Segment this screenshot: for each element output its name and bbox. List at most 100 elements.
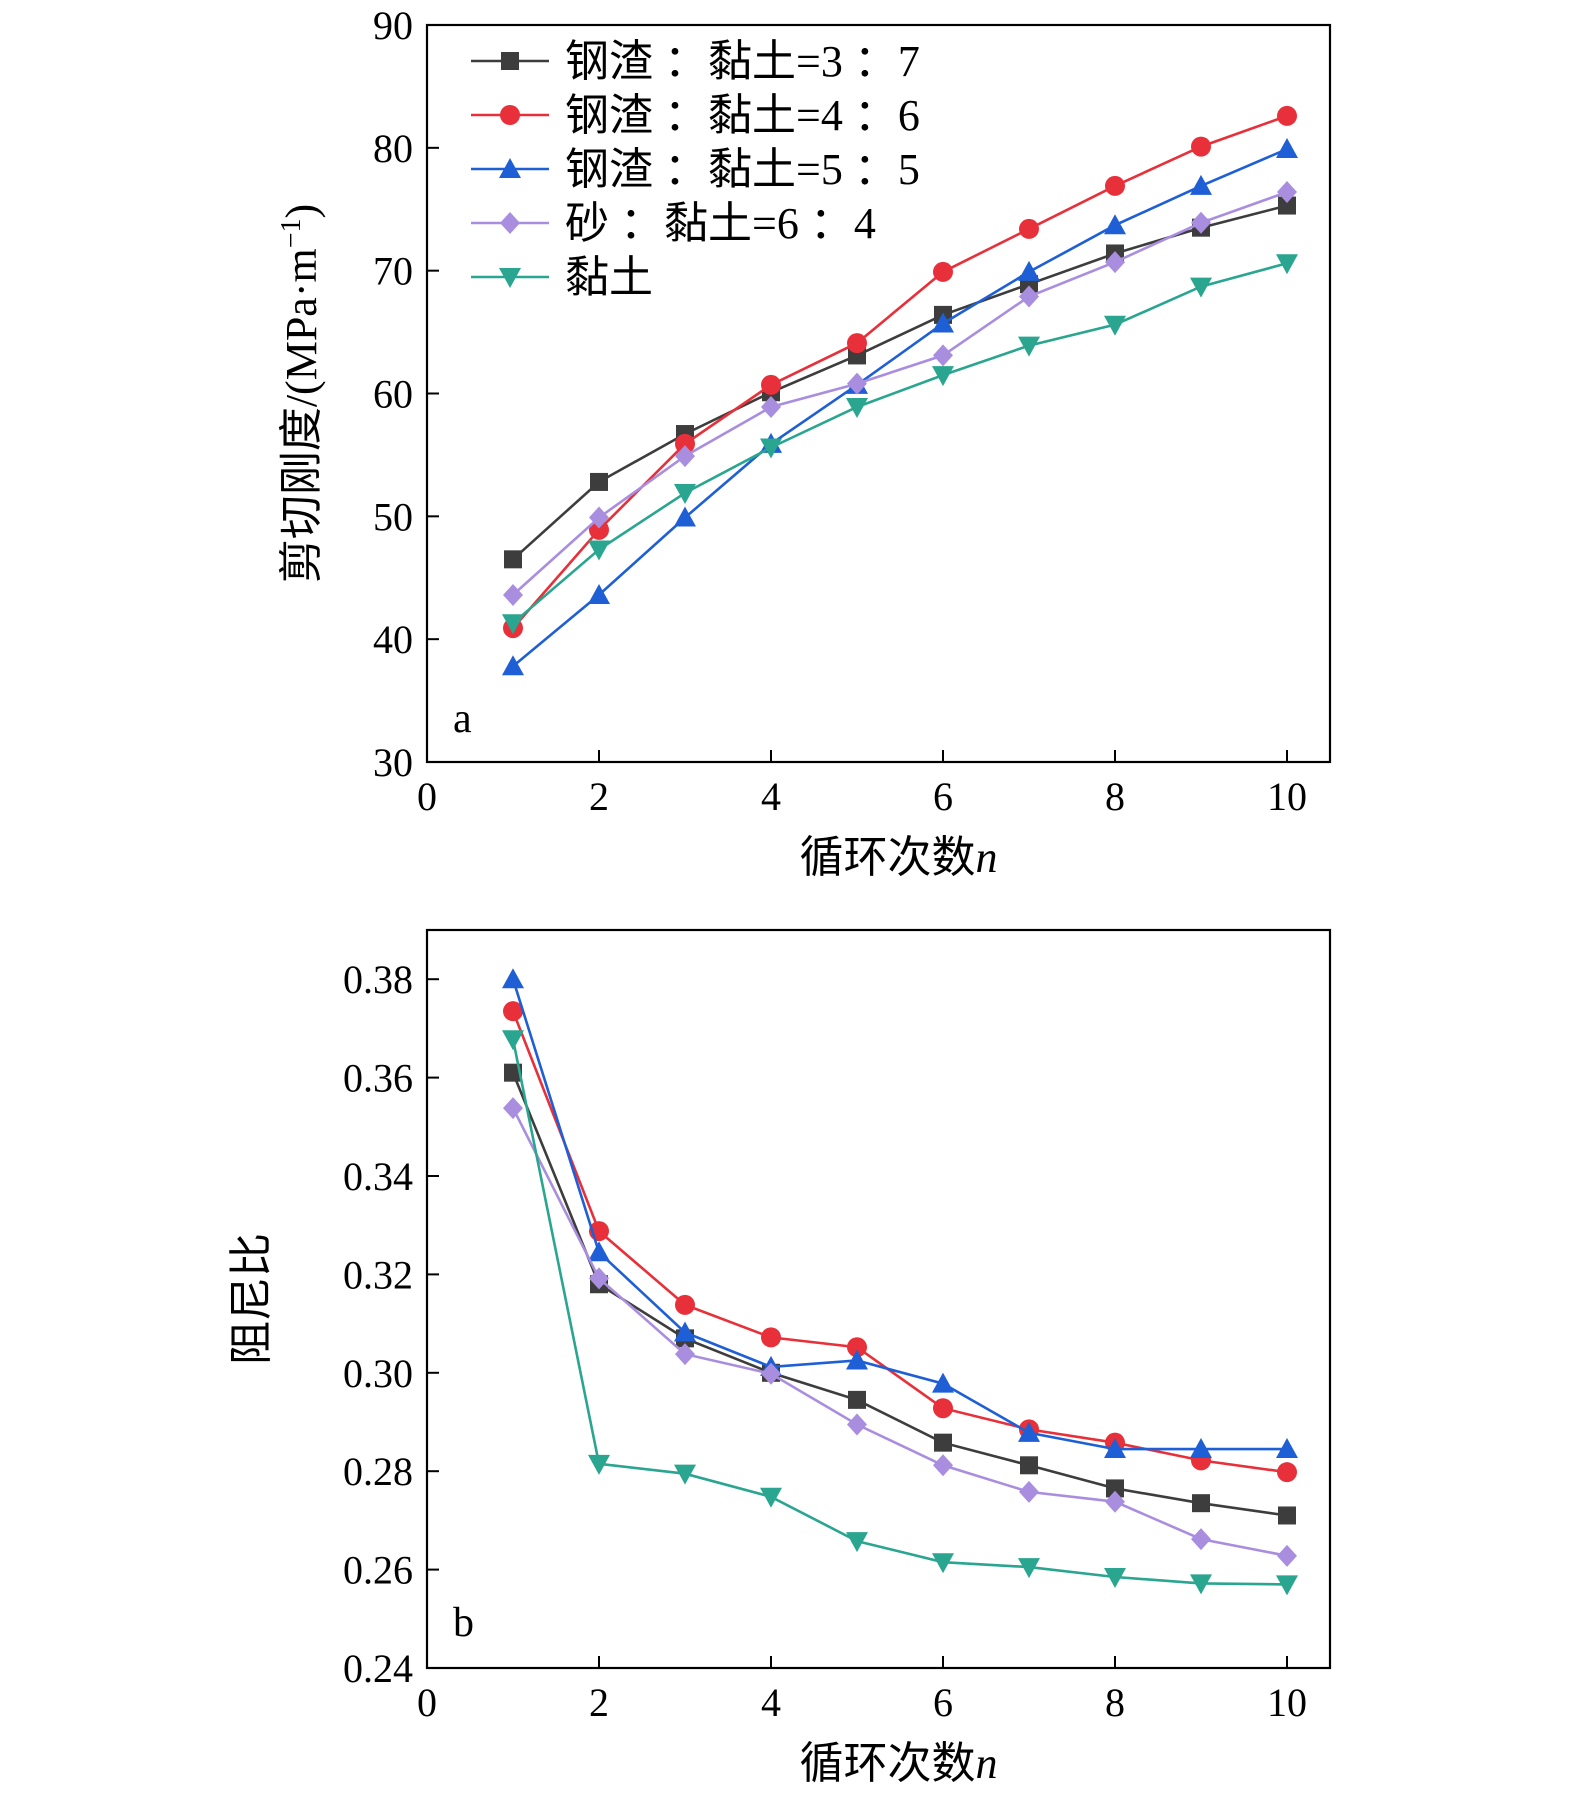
series-3-line (511, 978, 1287, 1451)
series-5-point (1018, 1558, 1040, 1579)
series-4-point (1277, 181, 1297, 204)
x-tick-label: 4 (761, 774, 781, 819)
series-5-point (1190, 277, 1212, 298)
series-5-point (1190, 1574, 1212, 1595)
y-tick-label: 0.24 (343, 1646, 413, 1691)
series-2-point (761, 1327, 781, 1348)
y-tick-label: 50 (373, 494, 413, 539)
series-5-line (511, 1038, 1288, 1586)
series-4-line (511, 1107, 1288, 1558)
series-2-point (675, 1294, 695, 1315)
x-tick-label: 6 (933, 1680, 953, 1725)
y-tick-label: 0.36 (343, 1056, 413, 1101)
y-tick-label: 0.26 (343, 1548, 413, 1593)
series-4-point (1191, 211, 1211, 234)
x-axis-title: 循环次数n (800, 833, 998, 882)
series-5-point (760, 438, 782, 459)
series-4-point (761, 1362, 781, 1385)
x-tick-label: 10 (1267, 774, 1307, 819)
series-5-point (1018, 336, 1040, 357)
series-3-point (674, 1321, 696, 1342)
x-tick-label: 2 (589, 774, 609, 819)
series-2-point (1191, 136, 1211, 157)
series-5-point (846, 398, 868, 419)
series-4-point (589, 506, 609, 529)
y-tick-label: 40 (373, 617, 413, 662)
series-2-point (1105, 175, 1125, 196)
series-5-point (674, 1464, 696, 1485)
series-2-point (589, 519, 609, 540)
series-1-point (504, 550, 522, 569)
series-4-point (1277, 1544, 1297, 1567)
series-5-point (502, 1030, 524, 1051)
x-tick-label: 0 (417, 774, 437, 819)
series-4-point (761, 396, 781, 419)
legend-marker-3 (499, 158, 521, 178)
series-3-point (1276, 138, 1298, 159)
y-axis-title: 阻尼比 (227, 1233, 276, 1365)
series-1-line (512, 204, 1288, 561)
series-5-point (760, 1487, 782, 1508)
series-4-point (503, 1097, 523, 1120)
series-3-point (1190, 1438, 1212, 1459)
legend-marker-1 (501, 52, 519, 70)
y-tick-label: 0.34 (343, 1154, 413, 1199)
series-1-point (1192, 1494, 1210, 1513)
legend-marker-2 (500, 105, 520, 125)
legend-marker-4 (500, 212, 520, 234)
series-3-point (1190, 174, 1212, 195)
legend-label-1: 钢渣 ：黏土=3 ：7 (565, 37, 920, 86)
series-4-point (1191, 1528, 1211, 1551)
y-tick-label: 0.32 (343, 1252, 413, 1297)
legend-label-3: 钢渣 ：黏土=5 ：5 (565, 145, 920, 194)
legend-label-2: 钢渣 ：黏土=4 ：6 (565, 91, 920, 140)
y-tick-label: 0.30 (343, 1351, 413, 1396)
series-1-point (1278, 196, 1296, 215)
series-1-point (1278, 1506, 1296, 1525)
y-tick-label: 60 (373, 372, 413, 417)
x-tick-label: 0 (417, 1680, 437, 1725)
series-2-point (761, 374, 781, 395)
series-1-point (1020, 1456, 1038, 1475)
series-1-line (511, 1072, 1288, 1517)
series-1-point (590, 472, 608, 491)
x-tick-label: 10 (1267, 1680, 1307, 1725)
series-5-point (674, 483, 696, 504)
series-2-line (511, 1010, 1288, 1474)
y-tick-label: 90 (373, 3, 413, 48)
series-2-point (847, 333, 867, 354)
legend-label-4: 砂 ：黏土=6 ：4 (565, 199, 876, 248)
series-5-point (1276, 1575, 1298, 1596)
series-2-point (1019, 218, 1039, 239)
series-3-point (674, 506, 696, 527)
series-3-point (1104, 214, 1126, 235)
series-3-point (1018, 1421, 1040, 1442)
series-2-point (847, 1337, 867, 1358)
x-axis-title: 循环次数n (800, 1739, 998, 1788)
plot-frame (425, 928, 1332, 1670)
series-4-line (512, 190, 1288, 596)
series-4-point (589, 1267, 609, 1290)
y-tick-label: 30 (373, 740, 413, 785)
series-5-point (588, 1454, 610, 1475)
series-4-point (1105, 251, 1125, 274)
series-5-point (932, 366, 954, 387)
y-tick-label: 0.38 (343, 957, 413, 1002)
series-3-point (932, 1372, 954, 1393)
series-2-point (503, 1001, 523, 1022)
series-4-point (847, 372, 867, 395)
series-3-point (502, 655, 524, 676)
series-3-point (932, 312, 954, 333)
series-5-point (1104, 1567, 1126, 1588)
panel-label: b (453, 1600, 474, 1646)
series-5-point (1104, 315, 1126, 336)
series-4-point (847, 1413, 867, 1436)
y-tick-label: 80 (373, 126, 413, 171)
x-tick-label: 6 (933, 774, 953, 819)
series-4-point (675, 445, 695, 468)
series-5-line (512, 262, 1288, 625)
y-axis-title: 剪切刚度/(MPa·m−1) (276, 204, 326, 583)
series-1-point (848, 1390, 866, 1409)
series-2-point (933, 261, 953, 282)
series-3-point (502, 968, 524, 989)
